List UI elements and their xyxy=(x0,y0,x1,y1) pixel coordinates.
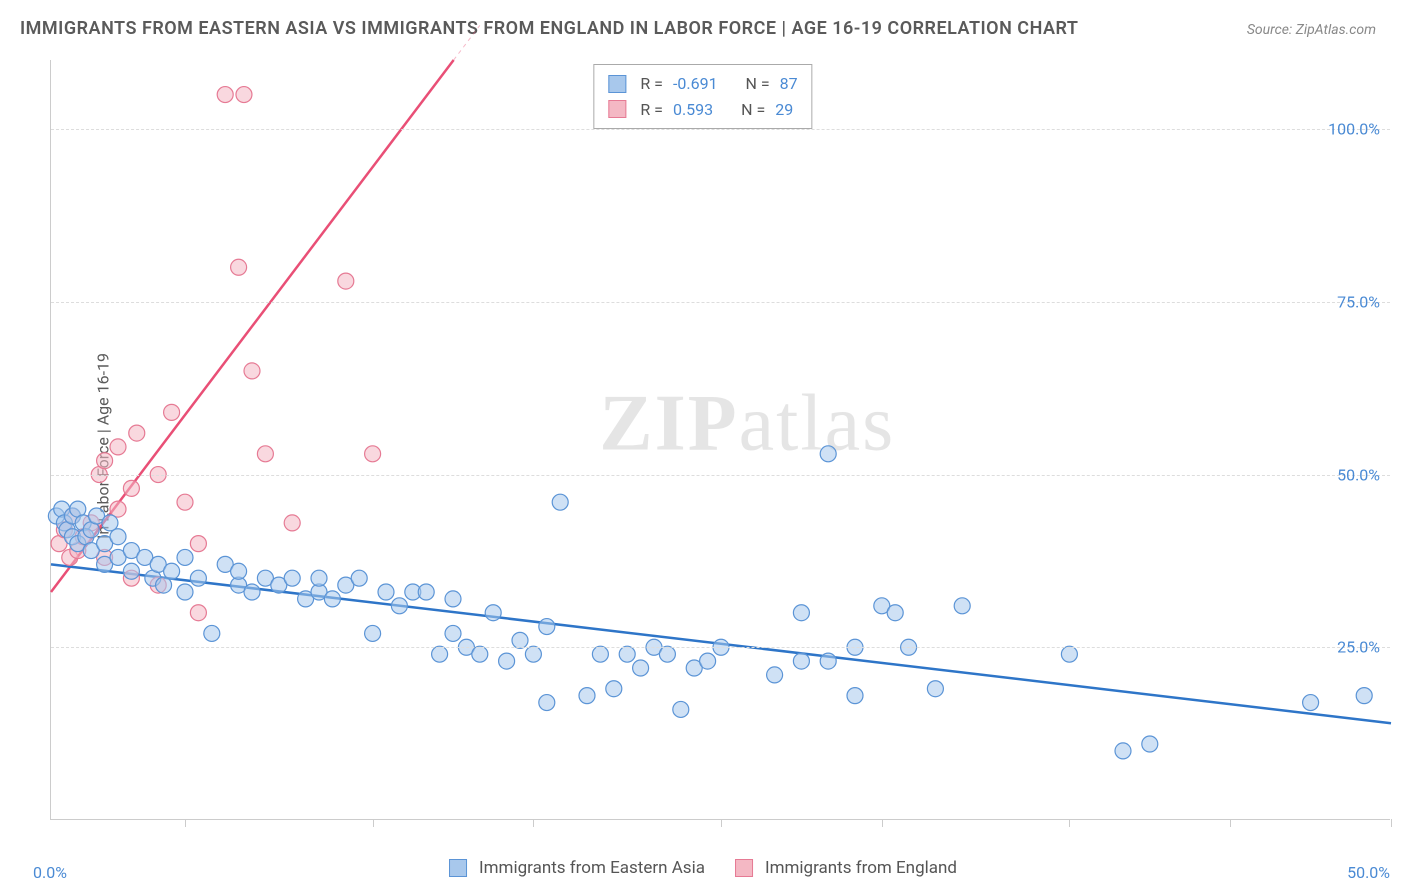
y-tick-label: 75.0% xyxy=(1337,292,1380,311)
x-tick-mark xyxy=(185,819,186,827)
gridline-h xyxy=(51,647,1390,648)
swatch-blue-icon xyxy=(449,859,467,877)
swatch-pink-icon xyxy=(608,100,626,118)
source-attribution: Source: ZipAtlas.com xyxy=(1247,22,1376,38)
x-tick-mark xyxy=(882,819,883,827)
n-value-pink: 29 xyxy=(775,97,793,123)
x-tick-left: 0.0% xyxy=(33,863,67,882)
n-value-blue: 87 xyxy=(780,71,798,97)
stats-row-blue: R = -0.691 N = 87 xyxy=(608,71,797,97)
series-legend: Immigrants from Eastern Asia Immigrants … xyxy=(449,858,957,878)
plot-area: ZIPatlas 25.0%50.0%75.0%100.0% xyxy=(50,60,1390,820)
x-tick-mark xyxy=(533,819,534,827)
r-label: R = xyxy=(640,97,663,123)
r-value-pink: 0.593 xyxy=(673,97,713,123)
gridline-h xyxy=(51,129,1390,130)
chart-container: IMMIGRANTS FROM EASTERN ASIA VS IMMIGRAN… xyxy=(0,0,1406,892)
plot-svg xyxy=(51,60,1390,819)
legend-label-pink: Immigrants from England xyxy=(765,858,957,878)
gridline-h xyxy=(51,475,1390,476)
r-label: R = xyxy=(640,71,663,97)
y-tick-label: 100.0% xyxy=(1328,120,1380,139)
x-tick-mark xyxy=(373,819,374,827)
legend-item-pink: Immigrants from England xyxy=(735,858,957,878)
x-tick-mark xyxy=(1069,819,1070,827)
swatch-pink-icon xyxy=(735,859,753,877)
n-label: N = xyxy=(746,71,770,97)
legend-label-blue: Immigrants from Eastern Asia xyxy=(479,858,705,878)
x-tick-mark xyxy=(1391,819,1392,827)
gridline-h xyxy=(51,302,1390,303)
x-tick-right: 50.0% xyxy=(1347,863,1390,882)
x-tick-mark xyxy=(721,819,722,827)
stats-row-pink: R = 0.593 N = 29 xyxy=(608,97,797,123)
stats-legend: R = -0.691 N = 87 R = 0.593 N = 29 xyxy=(593,64,812,129)
legend-item-blue: Immigrants from Eastern Asia xyxy=(449,858,705,878)
chart-title: IMMIGRANTS FROM EASTERN ASIA VS IMMIGRAN… xyxy=(20,18,1078,39)
y-tick-label: 50.0% xyxy=(1337,465,1380,484)
y-tick-label: 25.0% xyxy=(1337,638,1380,657)
r-value-blue: -0.691 xyxy=(673,71,718,97)
x-tick-mark xyxy=(1230,819,1231,827)
n-label: N = xyxy=(741,97,765,123)
swatch-blue-icon xyxy=(608,75,626,93)
